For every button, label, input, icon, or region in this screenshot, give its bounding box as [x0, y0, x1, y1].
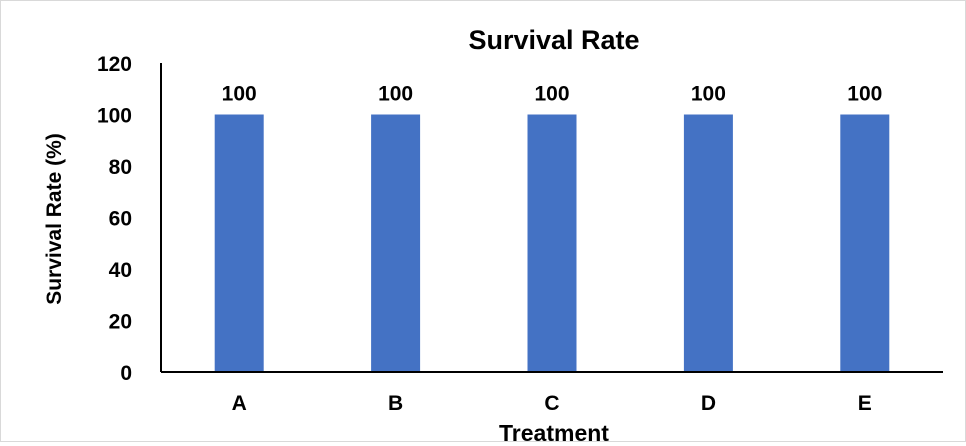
data-label: 100: [534, 83, 569, 106]
bar-d: [683, 114, 733, 372]
y-tick-label: 0: [120, 362, 132, 385]
bar-a: [214, 114, 264, 372]
x-axis-ticks: A B C D E: [232, 392, 872, 415]
y-axis-ticks: 0 20 40 60 80 100 120: [97, 53, 132, 385]
data-label: 100: [222, 83, 257, 106]
x-axis-title: Treatment: [499, 420, 609, 441]
chart-title: Survival Rate: [468, 25, 639, 55]
x-tick-label: B: [388, 392, 403, 415]
data-label: 100: [847, 83, 882, 106]
bars: [214, 114, 890, 372]
data-label: 100: [691, 83, 726, 106]
y-tick-label: 60: [109, 208, 132, 231]
y-tick-label: 40: [109, 259, 132, 282]
data-label: 100: [378, 83, 413, 106]
y-tick-label: 100: [97, 105, 132, 128]
bar-c: [527, 114, 577, 372]
y-axis-title: Survival Rate (%): [43, 133, 66, 305]
x-tick-label: D: [701, 392, 716, 415]
y-tick-label: 20: [109, 311, 132, 334]
x-tick-label: A: [232, 392, 247, 415]
x-tick-label: C: [544, 392, 559, 415]
bar-e: [840, 114, 890, 372]
y-tick-label: 80: [109, 156, 132, 179]
y-tick-label: 120: [97, 53, 132, 76]
x-tick-label: E: [858, 392, 872, 415]
data-labels: 100 100 100 100 100: [222, 83, 883, 106]
bar-b: [371, 114, 421, 372]
